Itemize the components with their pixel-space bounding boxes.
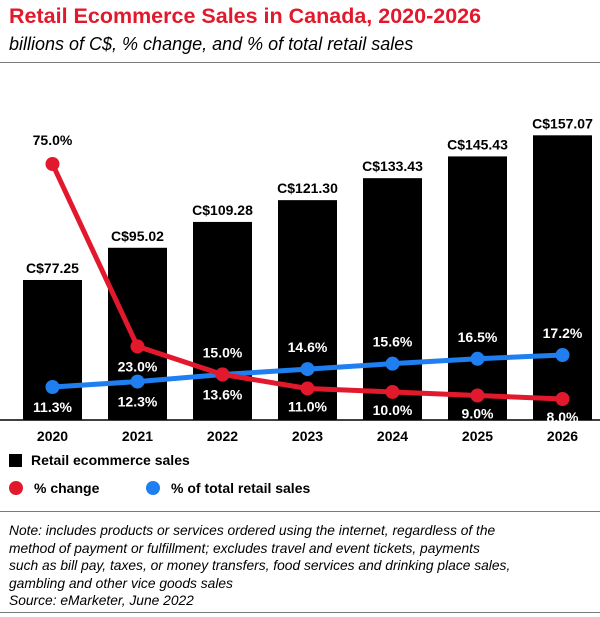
x-tick-label: 2024 <box>377 428 408 444</box>
note-source: Source: eMarketer, June 2022 <box>9 593 194 608</box>
pct-change-point-2026 <box>555 392 570 406</box>
pct-change-label: 15.0% <box>203 345 243 361</box>
bar-value-label: C$77.25 <box>26 260 79 276</box>
bar-2025 <box>448 156 507 420</box>
pct-change-point-2023 <box>300 381 315 396</box>
pct-total-point-2020 <box>45 380 60 394</box>
legend-item-bars: Retail ecommerce sales <box>9 452 190 468</box>
x-tick-label: 2021 <box>122 428 153 444</box>
combo-chart: C$77.25 2020 C$95.02 2021 C$109.28 2022 C$121.… <box>0 115 600 444</box>
pct-change-point-2022 <box>215 367 230 382</box>
bar-2021 <box>108 247 167 420</box>
x-tick-label: 2026 <box>547 428 578 444</box>
lines-layer <box>45 157 570 406</box>
labels-layer: C$77.25 2020 C$95.02 2021 C$109.28 2022 C$121.… <box>26 115 593 444</box>
pct-total-point-2026 <box>555 348 570 362</box>
pct-total-label: 17.2% <box>543 325 583 341</box>
pct-total-point-2024 <box>385 356 400 371</box>
legend-swatch-bars <box>9 453 22 467</box>
x-tick-label: 2025 <box>462 428 493 444</box>
note-line: method of payment or fulfillment; exclud… <box>9 540 480 556</box>
note-divider <box>0 511 600 512</box>
note-line: Note: includes products or services orde… <box>9 523 496 538</box>
pct-total-point-2021 <box>130 374 145 389</box>
bars-layer <box>23 135 592 421</box>
pct-change-label: 10.0% <box>373 402 413 418</box>
pct-change-label: 11.0% <box>288 398 327 414</box>
bar-2020 <box>23 279 82 420</box>
bar-value-label: C$145.43 <box>447 136 508 152</box>
header-divider <box>0 62 600 63</box>
bar-value-label: C$121.30 <box>277 180 338 196</box>
legend-label-pct-total: % of total retail sales <box>171 480 311 496</box>
bar-value-label: C$109.28 <box>192 202 253 218</box>
note-line: gambling and other vice goods sales <box>9 575 233 591</box>
pct-change-label: 75.0% <box>33 132 73 148</box>
footer-divider <box>0 612 600 613</box>
legend-dot-pct-total <box>146 481 160 495</box>
pct-total-point-2025 <box>470 351 485 366</box>
pct-change-label: 8.0% <box>547 409 579 425</box>
pct-change-label: 9.0% <box>462 405 494 421</box>
pct-change-point-2021 <box>130 339 145 354</box>
pct-total-label: 13.6% <box>203 387 243 403</box>
chart-subtitle: billions of C$, % change, and % of total… <box>9 34 414 54</box>
legend-item-pct-change: % change <box>9 480 99 496</box>
bar-value-label: C$133.43 <box>362 158 423 174</box>
note-line: such as bill pay, taxes, or money transf… <box>9 558 511 573</box>
bar-2022 <box>193 221 252 420</box>
pct-change-point-2024 <box>385 384 400 399</box>
pct-change-point-2020 <box>45 157 60 171</box>
x-tick-label: 2023 <box>292 428 323 444</box>
pct-total-label: 12.3% <box>118 394 158 410</box>
pct-total-label: 15.6% <box>373 334 413 350</box>
legend-label-pct-change: % change <box>34 480 100 496</box>
pct-change-point-2025 <box>470 388 485 403</box>
legend-item-pct-total: % of total retail sales <box>146 480 310 496</box>
chart-title: Retail Ecommerce Sales in Canada, 2020-2… <box>9 4 482 28</box>
legend-dot-pct-change <box>9 481 23 495</box>
x-tick-label: 2022 <box>207 428 238 444</box>
bar-2024 <box>363 178 422 420</box>
pct-total-label: 16.5% <box>458 329 498 345</box>
bar-2026 <box>533 135 592 421</box>
pct-total-label: 14.6% <box>288 339 328 355</box>
chart-note: Note: includes products or services orde… <box>9 522 594 610</box>
bar-value-label: C$157.07 <box>532 115 593 131</box>
pct-total-point-2023 <box>300 362 315 377</box>
legend-label-bars: Retail ecommerce sales <box>31 452 190 468</box>
x-tick-label: 2020 <box>37 428 68 444</box>
bar-value-label: C$95.02 <box>111 228 164 244</box>
pct-change-label: 23.0% <box>118 358 158 374</box>
pct-total-label: 11.3% <box>33 399 72 415</box>
